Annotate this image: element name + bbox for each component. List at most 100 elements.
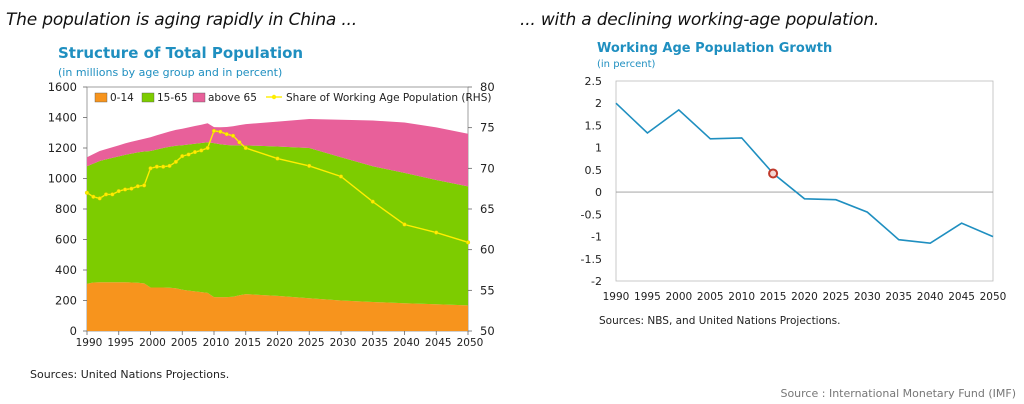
share-marker	[154, 164, 159, 169]
right-heading: ... with a declining working-age populat…	[520, 10, 880, 30]
left-ytick-label: 1000	[48, 172, 77, 186]
share-marker	[211, 128, 217, 133]
xtick-label: 2035	[361, 337, 388, 349]
share-marker	[307, 163, 312, 168]
right-ytick-label: 55	[480, 283, 495, 297]
share-marker	[370, 199, 375, 204]
xtick-label: 2030	[854, 291, 881, 303]
xtick-label: 1995	[634, 291, 661, 303]
legend-share-label: Share of Working Age Population (RHS)	[286, 92, 491, 104]
ytick-label: -1	[591, 231, 602, 244]
right-ytick-label: 75	[480, 121, 495, 135]
xtick-label: 2045	[948, 291, 975, 303]
left-ytick-label: 1600	[48, 80, 77, 94]
legend-0-14-label: 0-14	[110, 92, 134, 104]
left-ytick-label: 1200	[48, 141, 77, 155]
xtick-label: 2050	[980, 291, 1007, 303]
left-ytick-label: 0	[70, 324, 77, 338]
share-marker	[231, 133, 236, 138]
share-marker	[237, 140, 242, 145]
share-marker	[218, 129, 223, 134]
xtick-label: 2025	[823, 291, 850, 303]
right-ytick-label: 70	[480, 161, 495, 175]
share-marker	[180, 154, 185, 159]
share-marker	[123, 187, 128, 192]
xtick-label: 2040	[917, 291, 944, 303]
chart-subtitle: (in millions by age group and in percent…	[58, 66, 282, 79]
share-marker	[104, 192, 109, 197]
area-above-65	[87, 119, 468, 187]
ytick-label: 2	[595, 97, 602, 110]
legend-15-65-swatch	[141, 92, 155, 103]
left-ytick-label: 200	[55, 294, 77, 308]
xtick-label: 2015	[760, 291, 787, 303]
share-marker	[243, 145, 248, 151]
share-marker	[186, 152, 191, 157]
legend-0-14-swatch	[94, 92, 108, 103]
share-marker	[205, 145, 210, 151]
left-ytick-label: 800	[55, 202, 77, 216]
xtick-label: 2010	[728, 291, 755, 303]
xtick-label: 2035	[885, 291, 912, 303]
xtick-label: 2050	[457, 337, 484, 349]
right-source-note: Sources: NBS, and United Nations Project…	[599, 315, 841, 327]
share-marker	[338, 174, 344, 179]
left-heading: The population is aging rapidly in China…	[6, 10, 357, 30]
highlight-marker-2015	[768, 168, 779, 179]
share-marker	[116, 189, 121, 194]
xtick-label: 2020	[791, 291, 818, 303]
share-marker	[161, 164, 166, 169]
chart-title: Working Age Population Growth	[597, 41, 832, 56]
plot-frame	[615, 80, 994, 282]
ytick-label: 1.5	[585, 119, 603, 132]
chart-subtitle: (in percent)	[597, 59, 655, 70]
area-15-65	[87, 142, 468, 306]
ytick-label: 0.5	[585, 164, 603, 177]
share-marker	[434, 230, 439, 235]
xtick-label: 2030	[330, 337, 357, 349]
right-ytick-label: 65	[480, 202, 495, 216]
share-marker	[465, 240, 471, 245]
share-marker	[142, 183, 147, 188]
growth-line	[615, 102, 994, 245]
share-marker	[167, 163, 172, 168]
population-structure-chart: Structure of Total Population (in million…	[30, 44, 495, 381]
xtick-label: 2000	[665, 291, 692, 303]
share-marker	[135, 184, 140, 189]
xtick-label: 2005	[697, 291, 724, 303]
share-marker	[91, 194, 96, 199]
legend-above-65-swatch	[192, 92, 206, 103]
xtick-label: 2005	[171, 337, 198, 349]
share-marker	[148, 166, 153, 171]
left-ytick-label: 1400	[48, 111, 77, 125]
ytick-label: 0	[595, 186, 602, 199]
xtick-label: 1995	[107, 337, 134, 349]
left-ytick-label: 600	[55, 233, 77, 247]
xtick-label: 2010	[203, 337, 230, 349]
ytick-label: -2	[591, 275, 602, 288]
ytick-label: -0.5	[581, 208, 602, 221]
legend-15-65-label: 15-65	[157, 92, 188, 104]
xtick-label: 2000	[139, 337, 166, 349]
legend-share-marker	[271, 94, 277, 100]
area-0-14	[87, 282, 468, 331]
share-marker	[110, 192, 115, 197]
source-credit: Source : International Monetary Fund (IM…	[780, 387, 1016, 400]
share-marker	[275, 156, 280, 161]
ytick-label: 1	[595, 142, 602, 155]
xtick-label: 2025	[298, 337, 325, 349]
chart-title: Structure of Total Population	[58, 44, 303, 62]
xtick-label: 1990	[76, 337, 103, 349]
ytick-label: -1.5	[581, 253, 602, 266]
share-marker	[84, 190, 90, 195]
share-marker	[173, 159, 178, 164]
share-marker	[129, 186, 134, 191]
xtick-label: 2045	[425, 337, 452, 349]
right-ytick-label: 80	[480, 80, 495, 94]
share-marker	[402, 222, 407, 227]
legend-above-65-label: above 65	[208, 92, 257, 104]
left-ytick-label: 400	[55, 263, 77, 277]
xtick-label: 1990	[603, 291, 630, 303]
share-marker	[192, 150, 198, 155]
xtick-label: 2020	[266, 337, 293, 349]
